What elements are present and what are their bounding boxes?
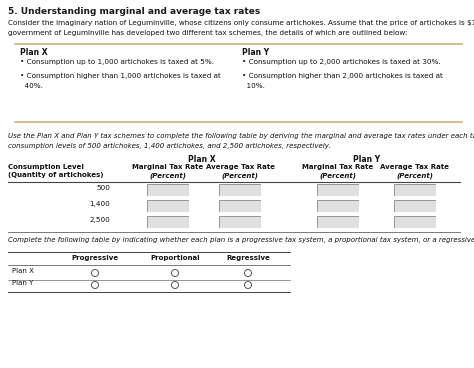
Text: Consumption Level: Consumption Level — [8, 164, 84, 170]
FancyBboxPatch shape — [219, 216, 261, 228]
Text: Plan Y: Plan Y — [12, 280, 33, 286]
Text: Complete the following table by indicating whether each plan is a progressive ta: Complete the following table by indicati… — [8, 237, 474, 243]
FancyBboxPatch shape — [147, 200, 189, 212]
FancyBboxPatch shape — [317, 216, 359, 228]
Text: Plan X: Plan X — [188, 155, 216, 164]
Text: Marginal Tax Rate: Marginal Tax Rate — [132, 164, 204, 170]
FancyBboxPatch shape — [147, 184, 189, 196]
Text: (Percent): (Percent) — [396, 172, 434, 178]
Text: Plan X: Plan X — [12, 268, 34, 274]
Text: Proportional: Proportional — [150, 255, 200, 261]
Text: Average Tax Rate: Average Tax Rate — [381, 164, 449, 170]
Text: • Consumption higher than 1,000 artichokes is taxed at: • Consumption higher than 1,000 artichok… — [20, 73, 221, 79]
Text: 500: 500 — [96, 185, 110, 191]
Text: consumption levels of 500 artichokes, 1,400 artichokes, and 2,500 artichokes, re: consumption levels of 500 artichokes, 1,… — [8, 143, 331, 149]
Text: • Consumption up to 1,000 artichokes is taxed at 5%.: • Consumption up to 1,000 artichokes is … — [20, 59, 214, 65]
Text: Consider the imaginary nation of Leguminville, whose citizens only consume artic: Consider the imaginary nation of Legumin… — [8, 20, 474, 26]
FancyBboxPatch shape — [394, 184, 436, 196]
FancyBboxPatch shape — [219, 200, 261, 212]
Text: (Percent): (Percent) — [221, 172, 258, 178]
Text: Plan Y: Plan Y — [354, 155, 381, 164]
Text: 5. Understanding marginal and average tax rates: 5. Understanding marginal and average ta… — [8, 7, 260, 16]
Text: government of Leguminville has developed two different tax schemes, the details : government of Leguminville has developed… — [8, 30, 407, 36]
Text: • Consumption higher than 2,000 artichokes is taxed at: • Consumption higher than 2,000 artichok… — [242, 73, 443, 79]
FancyBboxPatch shape — [394, 216, 436, 228]
FancyBboxPatch shape — [219, 184, 261, 196]
Text: Regressive: Regressive — [226, 255, 270, 261]
Text: 40%.: 40%. — [20, 83, 43, 89]
Text: • Consumption up to 2,000 artichokes is taxed at 30%.: • Consumption up to 2,000 artichokes is … — [242, 59, 441, 65]
Text: Average Tax Rate: Average Tax Rate — [206, 164, 274, 170]
Text: (Quantity of artichokes): (Quantity of artichokes) — [8, 172, 103, 178]
Text: Plan X: Plan X — [20, 48, 47, 57]
Text: Plan Y: Plan Y — [242, 48, 269, 57]
FancyBboxPatch shape — [147, 216, 189, 228]
Text: 1,400: 1,400 — [89, 201, 110, 207]
FancyBboxPatch shape — [394, 200, 436, 212]
Text: (Percent): (Percent) — [149, 172, 186, 178]
Text: 10%.: 10%. — [242, 83, 265, 89]
Text: Marginal Tax Rate: Marginal Tax Rate — [302, 164, 374, 170]
FancyBboxPatch shape — [317, 184, 359, 196]
FancyBboxPatch shape — [317, 200, 359, 212]
Text: Use the Plan X and Plan Y tax schemes to complete the following table by derivin: Use the Plan X and Plan Y tax schemes to… — [8, 133, 474, 139]
Text: (Percent): (Percent) — [319, 172, 356, 178]
Text: Progressive: Progressive — [72, 255, 118, 261]
Text: 2,500: 2,500 — [89, 217, 110, 223]
